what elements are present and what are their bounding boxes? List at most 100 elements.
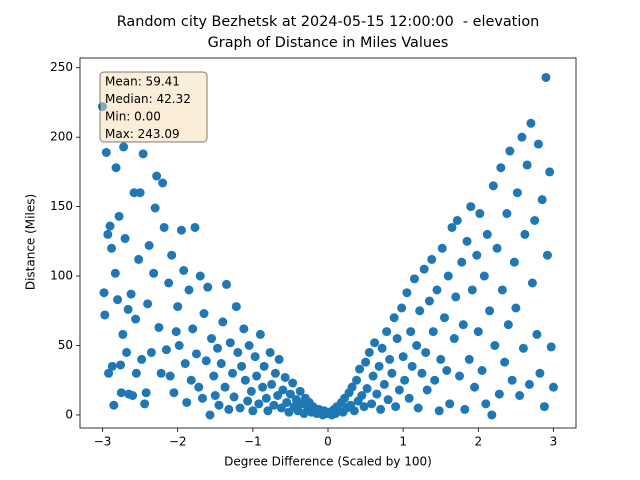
point bbox=[497, 285, 507, 295]
point bbox=[455, 371, 465, 381]
point bbox=[367, 399, 377, 409]
point bbox=[159, 222, 169, 232]
point bbox=[210, 391, 220, 400]
point bbox=[252, 371, 262, 381]
point bbox=[511, 303, 521, 313]
point bbox=[113, 295, 123, 305]
point bbox=[424, 296, 434, 306]
point bbox=[359, 402, 369, 412]
point bbox=[141, 388, 151, 398]
point bbox=[134, 254, 144, 264]
point bbox=[437, 243, 447, 253]
point bbox=[413, 403, 423, 413]
point bbox=[477, 366, 487, 375]
point bbox=[128, 391, 138, 400]
point bbox=[265, 347, 275, 357]
x-axis-label: Degree Difference (Scaled by 100) bbox=[224, 455, 432, 469]
point bbox=[207, 334, 217, 344]
point bbox=[383, 395, 393, 405]
point bbox=[394, 385, 404, 395]
point bbox=[417, 368, 427, 378]
point bbox=[449, 334, 459, 344]
point bbox=[382, 327, 392, 337]
point bbox=[146, 347, 156, 357]
point bbox=[445, 399, 455, 409]
x-tick-label: 1 bbox=[399, 435, 407, 449]
point bbox=[114, 211, 124, 221]
point bbox=[194, 382, 204, 392]
point bbox=[182, 397, 192, 407]
point bbox=[404, 393, 414, 403]
point bbox=[475, 209, 485, 219]
point bbox=[472, 250, 482, 260]
point bbox=[482, 229, 492, 239]
point bbox=[295, 386, 305, 396]
point bbox=[174, 341, 184, 350]
point bbox=[352, 375, 362, 385]
point bbox=[209, 371, 219, 381]
point bbox=[101, 147, 111, 157]
point bbox=[462, 236, 472, 246]
point bbox=[116, 388, 126, 398]
point bbox=[131, 368, 141, 378]
point bbox=[402, 288, 412, 298]
point bbox=[542, 250, 552, 260]
point bbox=[530, 216, 540, 225]
point bbox=[195, 271, 205, 281]
point bbox=[248, 406, 258, 416]
point bbox=[237, 361, 247, 371]
point bbox=[255, 329, 265, 339]
x-tick-label: 2 bbox=[474, 435, 482, 449]
point bbox=[458, 320, 468, 330]
point bbox=[427, 254, 437, 264]
point bbox=[197, 393, 207, 403]
point bbox=[421, 347, 431, 357]
point bbox=[156, 368, 166, 378]
point bbox=[415, 306, 425, 316]
stats-text: Mean: 59.41 bbox=[105, 75, 180, 89]
point bbox=[109, 400, 119, 410]
stats-text: Max: 243.09 bbox=[105, 127, 180, 141]
y-tick-label: 100 bbox=[50, 269, 73, 283]
point bbox=[213, 343, 223, 353]
point bbox=[120, 234, 130, 244]
y-tick-label: 200 bbox=[50, 130, 73, 144]
point bbox=[143, 299, 153, 309]
point bbox=[368, 371, 378, 381]
point bbox=[225, 338, 235, 348]
point bbox=[267, 379, 277, 389]
point bbox=[179, 266, 189, 275]
point bbox=[374, 361, 384, 371]
point bbox=[280, 372, 290, 382]
point bbox=[473, 327, 483, 337]
point bbox=[422, 385, 432, 395]
point bbox=[439, 313, 449, 323]
point bbox=[173, 302, 183, 312]
point bbox=[539, 402, 549, 412]
point bbox=[270, 368, 280, 378]
x-tick-label: −3 bbox=[94, 435, 112, 449]
y-axis-label: Distance (Miles) bbox=[24, 194, 38, 290]
plot-frame bbox=[79, 57, 577, 429]
point bbox=[288, 378, 298, 388]
point bbox=[370, 338, 380, 348]
point bbox=[349, 406, 359, 416]
point bbox=[406, 327, 416, 337]
x-tick-label: 3 bbox=[550, 435, 558, 449]
point bbox=[107, 361, 117, 371]
point bbox=[407, 361, 417, 371]
chart-subtitle: Graph of Distance in Miles Values bbox=[208, 35, 449, 51]
point bbox=[205, 410, 215, 420]
x-tick-label: −2 bbox=[169, 435, 187, 449]
point bbox=[149, 268, 159, 278]
point bbox=[164, 278, 174, 288]
point bbox=[457, 257, 467, 267]
point bbox=[447, 222, 457, 232]
point bbox=[391, 402, 401, 412]
point bbox=[119, 142, 129, 152]
point bbox=[99, 288, 109, 298]
point bbox=[364, 347, 374, 357]
point bbox=[502, 209, 512, 219]
stats-box-bg bbox=[99, 71, 208, 143]
